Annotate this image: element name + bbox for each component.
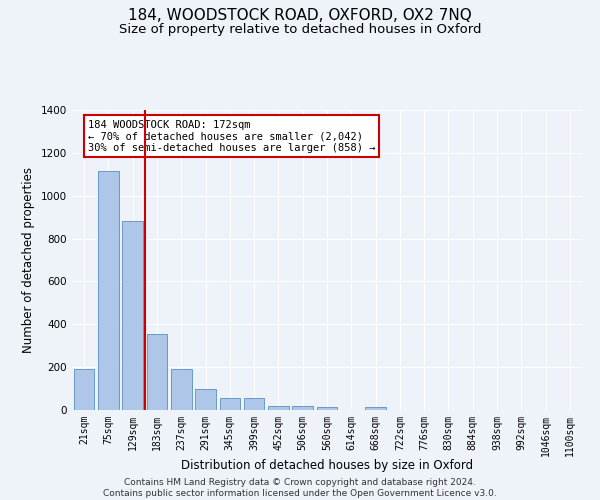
Bar [146,334,167,410]
Text: 184 WOODSTOCK ROAD: 172sqm
← 70% of detached houses are smaller (2,042)
30% of s: 184 WOODSTOCK ROAD: 172sqm ← 70% of deta… [88,120,375,153]
Bar [244,398,265,410]
Text: Contains HM Land Registry data © Crown copyright and database right 2024.
Contai: Contains HM Land Registry data © Crown c… [103,478,497,498]
Bar [317,408,337,410]
Bar [268,406,289,410]
Bar [365,408,386,410]
Bar [122,222,143,410]
Y-axis label: Number of detached properties: Number of detached properties [22,167,35,353]
Bar [171,368,191,410]
Bar [195,388,216,410]
Text: Distribution of detached houses by size in Oxford: Distribution of detached houses by size … [181,460,473,472]
Bar [74,370,94,410]
Text: 184, WOODSTOCK ROAD, OXFORD, OX2 7NQ: 184, WOODSTOCK ROAD, OXFORD, OX2 7NQ [128,8,472,22]
Bar [292,406,313,410]
Text: Size of property relative to detached houses in Oxford: Size of property relative to detached ho… [119,22,481,36]
Bar [98,171,119,410]
Bar [220,398,240,410]
